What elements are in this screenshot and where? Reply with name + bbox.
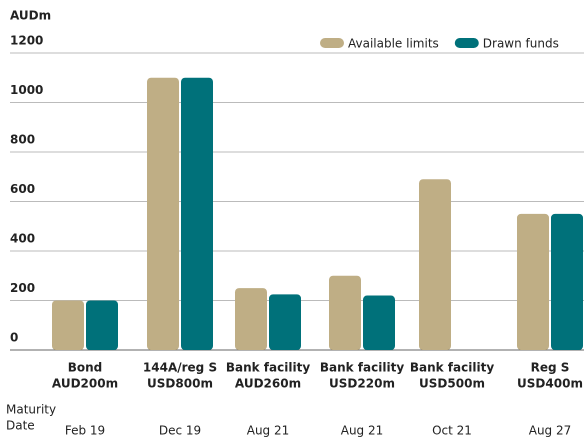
bar xyxy=(419,179,451,350)
x-tick-label: AUD200m xyxy=(52,377,118,391)
legend-label: Available limits xyxy=(348,37,439,51)
date-label: Aug 21 xyxy=(247,424,290,438)
x-tick-label: USD800m xyxy=(147,377,213,391)
bar xyxy=(269,294,301,350)
y-tick-label: 0 xyxy=(10,331,18,345)
x-tick-label: USD400m xyxy=(517,377,583,391)
x-tick-label: Reg S xyxy=(531,361,570,375)
maturity-label: Date xyxy=(6,419,35,433)
date-label: Oct 21 xyxy=(432,424,472,438)
y-tick-label: 200 xyxy=(10,281,35,295)
maturity-label: Maturity xyxy=(6,403,56,417)
x-tick-label: 144A/reg S xyxy=(143,361,217,375)
bar xyxy=(86,300,118,350)
x-tick-label: USD220m xyxy=(329,377,395,391)
date-label: Aug 27 xyxy=(529,424,572,438)
bar xyxy=(147,77,179,350)
bar xyxy=(181,77,213,350)
bar xyxy=(551,213,583,350)
x-tick-label: Bond xyxy=(68,361,103,375)
bar xyxy=(235,288,267,350)
bar xyxy=(517,213,549,350)
y-tick-label: 1200 xyxy=(10,34,43,48)
date-label: Feb 19 xyxy=(65,424,105,438)
date-label: Dec 19 xyxy=(159,424,201,438)
bar xyxy=(329,275,361,350)
x-tick-label: Bank facility xyxy=(410,361,494,375)
legend-swatch xyxy=(320,38,344,48)
x-tick-label: USD500m xyxy=(419,377,485,391)
legend-swatch xyxy=(454,38,479,48)
y-axis-label: AUDm xyxy=(10,9,51,23)
bar xyxy=(52,300,84,350)
y-tick-label: 600 xyxy=(10,182,35,196)
y-tick-label: 800 xyxy=(10,133,35,147)
x-tick-label: Bank facility xyxy=(226,361,310,375)
x-tick-label: AUD260m xyxy=(235,377,301,391)
legend-label: Drawn funds xyxy=(483,37,559,51)
y-tick-label: 400 xyxy=(10,232,35,246)
date-label: Aug 21 xyxy=(341,424,384,438)
x-tick-label: Bank facility xyxy=(320,361,404,375)
bar xyxy=(363,295,395,350)
y-tick-label: 1000 xyxy=(10,83,43,97)
